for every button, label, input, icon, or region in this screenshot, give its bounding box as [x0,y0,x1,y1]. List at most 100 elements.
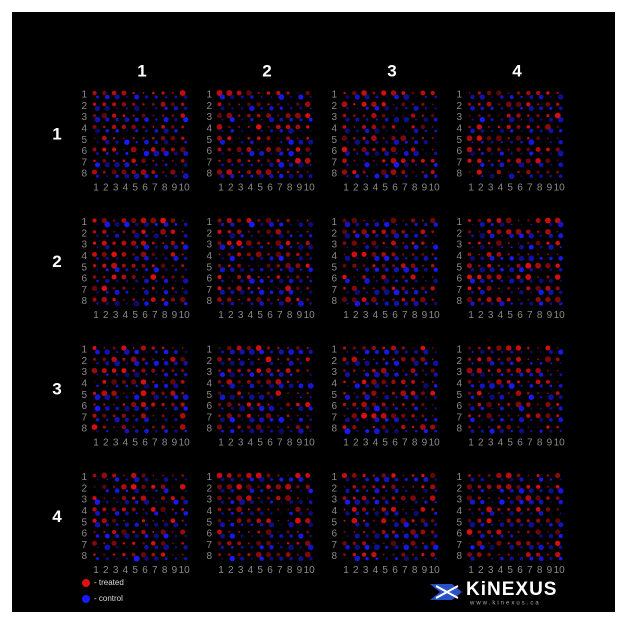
spot [372,425,376,429]
spot [526,541,531,546]
spot [515,401,522,408]
spot [185,130,187,132]
spot [509,556,514,561]
spot [505,345,512,351]
spot [496,229,502,235]
spot [278,161,285,168]
spot [171,474,174,477]
spot [517,380,520,384]
spot [546,147,550,152]
spot [152,425,155,429]
spot [507,171,510,173]
spot [105,489,109,493]
spot [160,540,166,546]
spot [536,552,541,557]
spot [516,113,521,118]
spot [496,345,502,351]
spot [155,418,158,421]
spot-column-label: 1 [218,310,224,321]
spot [530,535,532,537]
spot [404,140,408,144]
spot-row-label: 6 [331,401,337,412]
spot [374,222,380,227]
spot [520,106,523,110]
spot [152,136,155,140]
spot [122,519,125,522]
spot [343,485,346,488]
spot [479,533,485,539]
spot [487,369,491,372]
spot [141,484,146,490]
spot-row-label: 3 [81,112,87,123]
spot-row-label: 7 [206,412,212,423]
spot [103,125,106,129]
spot [375,396,378,399]
spot [342,125,347,129]
spot [259,511,264,516]
spot [132,392,135,395]
spot [477,218,481,223]
spot [535,90,541,96]
spot [306,392,309,395]
spot [231,280,234,282]
spot [555,540,561,546]
spot-column-label: 9 [547,183,553,194]
spot [346,351,349,353]
spot [267,287,270,289]
spot [431,242,434,244]
spot [266,518,271,524]
spot [509,256,514,261]
spot [171,159,174,162]
spot [144,523,149,527]
spot [184,384,187,387]
spot [152,497,155,499]
spot [229,232,236,239]
spot [236,240,242,246]
spot [181,230,184,233]
spot [104,221,111,228]
spot-row-label: 5 [206,262,212,273]
spot [544,356,551,363]
spot-row-label: 8 [331,169,337,180]
spot [102,413,107,418]
spot [216,135,223,141]
spot [220,477,225,482]
spot [106,512,109,515]
spot [382,298,385,301]
spot [308,556,313,561]
spot [163,301,169,307]
spot [286,357,290,361]
spot [490,118,494,122]
spot [519,278,524,284]
spot [487,263,491,268]
spot [526,402,531,407]
spot [309,107,312,110]
spot [373,544,380,551]
spot [229,360,235,366]
legend-label: - treated [94,578,124,587]
spot [144,301,149,306]
spot [535,158,541,164]
spot [121,240,127,246]
spot [141,529,146,535]
spot [394,511,399,516]
spot [391,286,396,291]
spot [249,150,255,157]
spot [121,424,127,430]
spot [267,403,270,406]
spot [181,171,184,173]
spot [94,405,101,412]
spot [467,274,472,280]
spot [266,496,271,500]
spot-column-label: 2 [478,183,484,194]
spot [424,129,428,133]
spot [412,287,414,290]
spot [558,233,564,239]
spot [414,233,419,238]
spot-column-label: 1 [468,565,474,576]
spot [296,252,300,257]
spot [227,541,232,546]
spot [115,406,119,411]
spot [300,546,302,549]
spot [361,541,367,546]
